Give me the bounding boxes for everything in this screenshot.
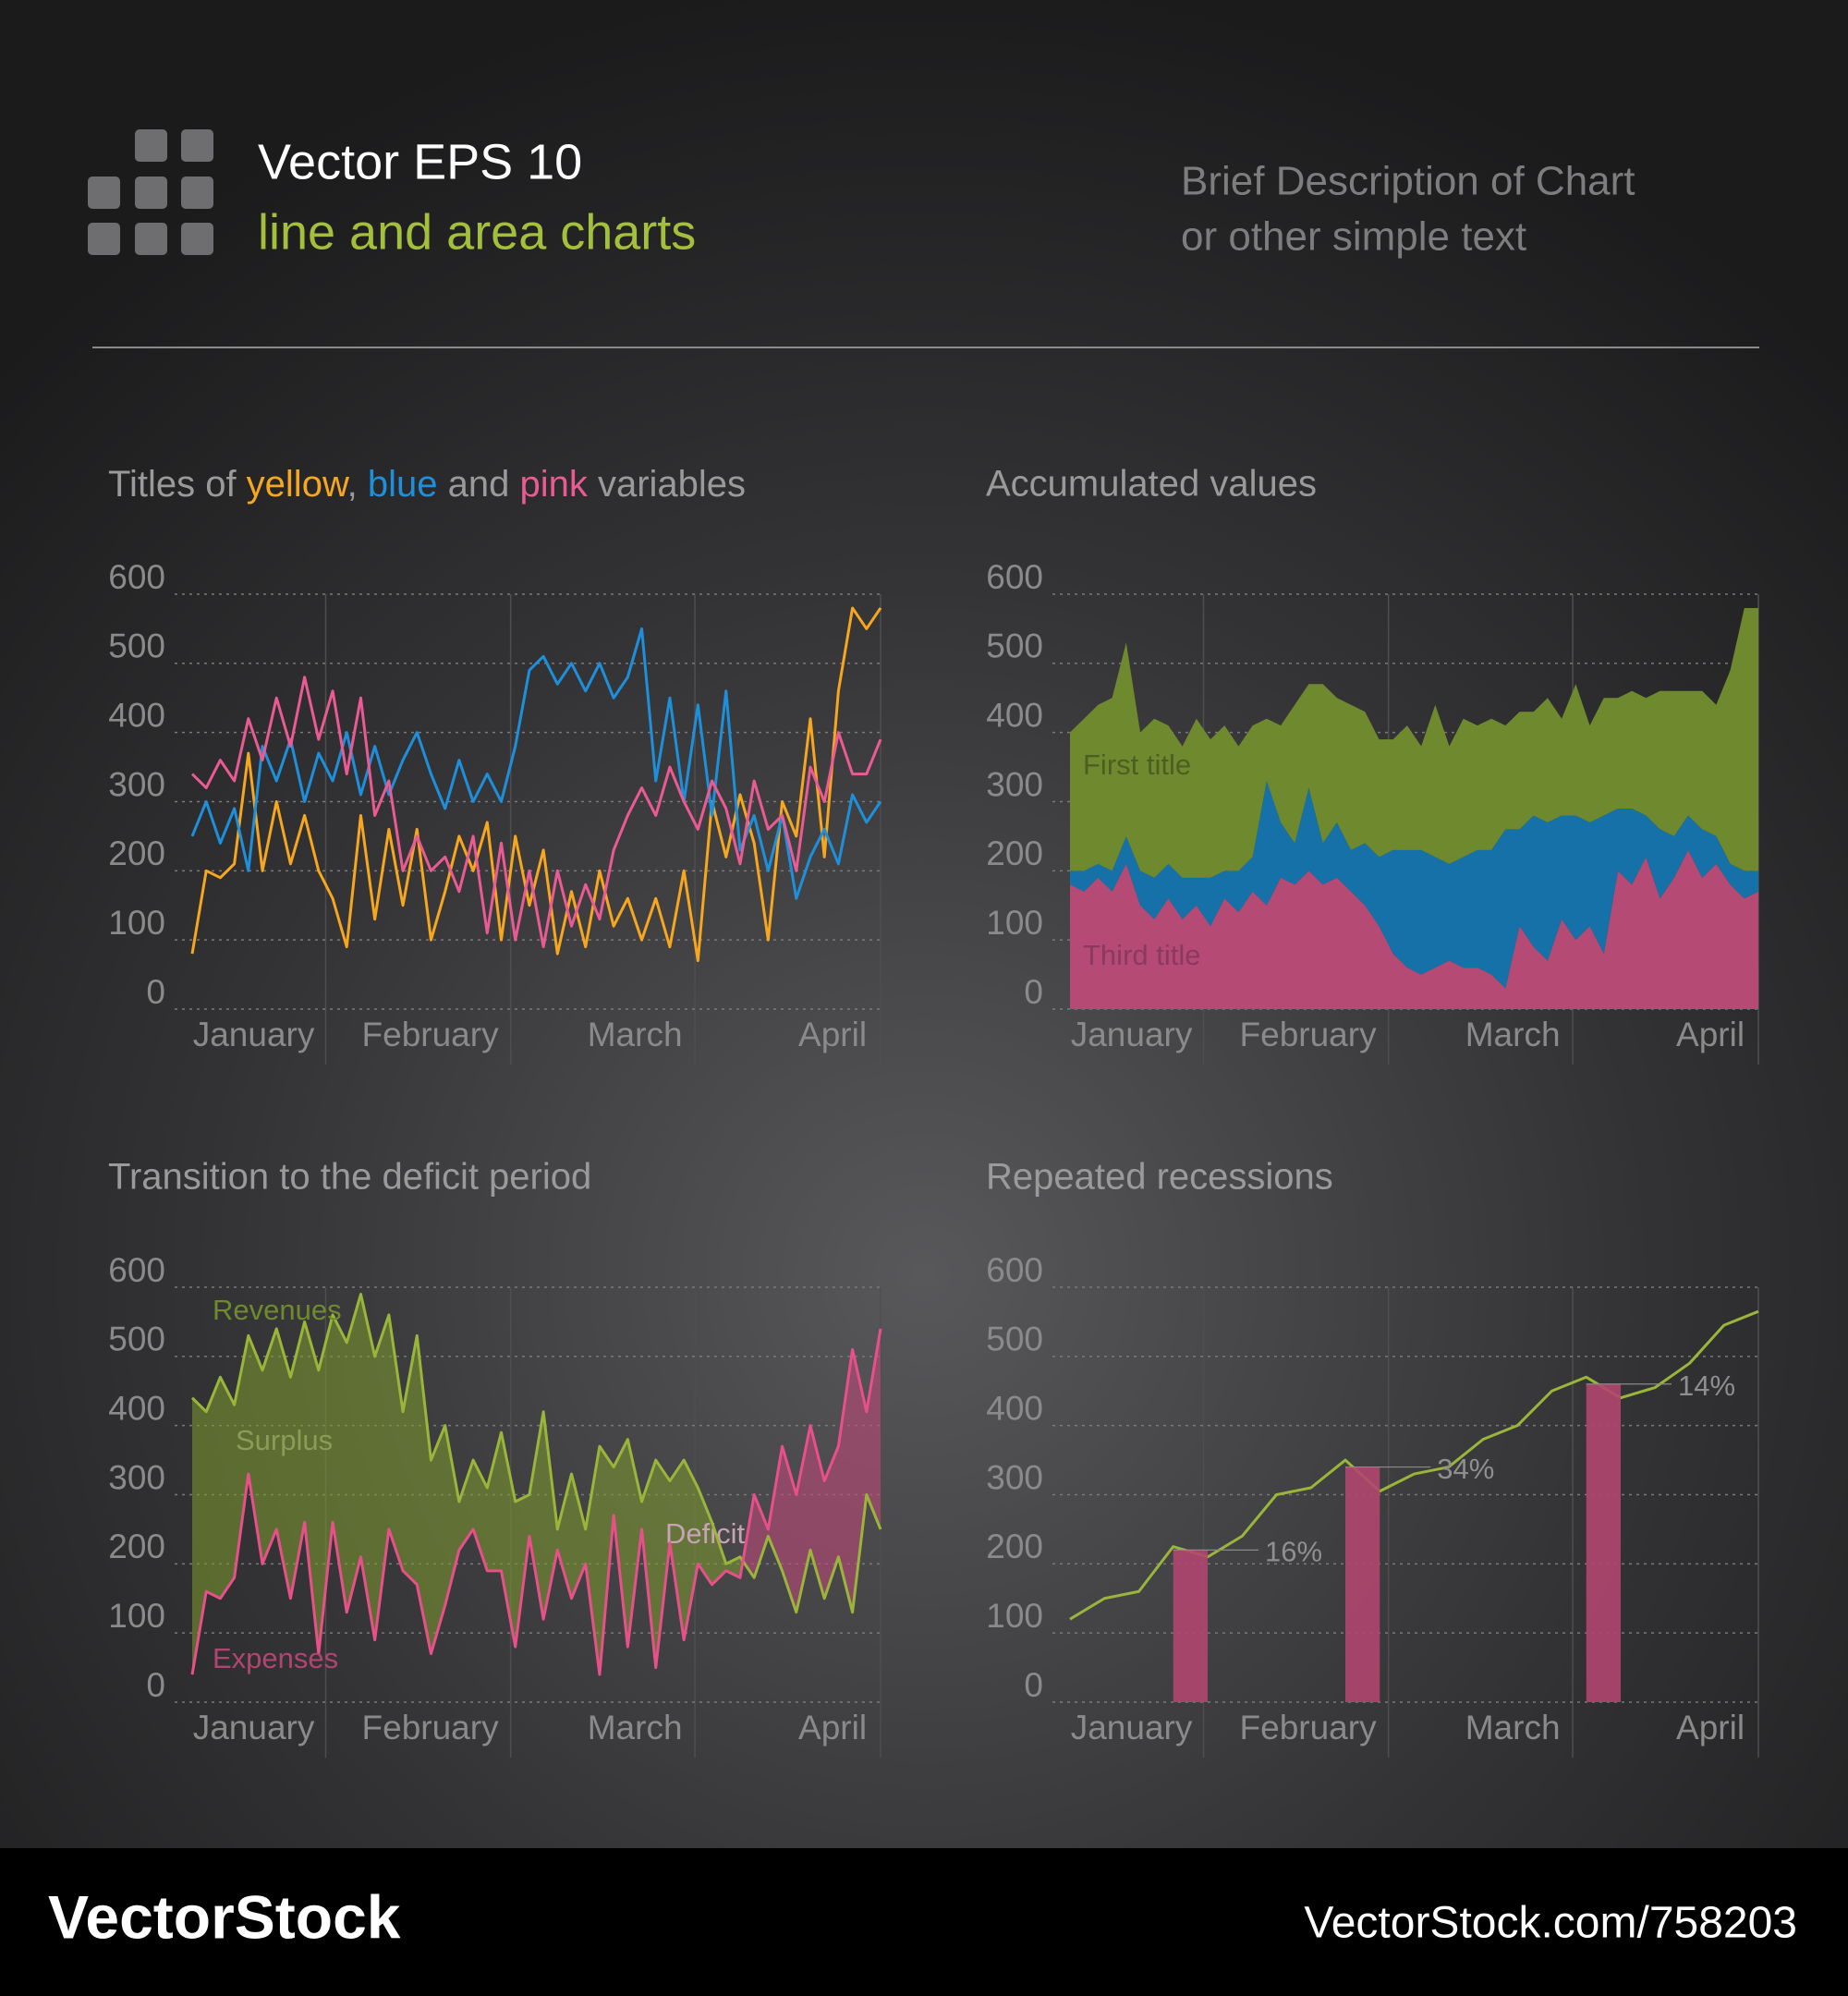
x-tick-label: April [1676,1016,1745,1053]
description: or other simple text [1181,214,1526,260]
logo-square [135,223,167,255]
y-tick-label: 200 [108,834,165,872]
chart: Accumulated values January February March Ap… [986,464,1759,1065]
y-tick-label: 400 [986,1389,1043,1427]
y-tick-label: 500 [986,627,1043,665]
line [190,1292,882,1614]
logo-square [88,176,120,209]
footer-brand: VectorStock [48,1882,401,1951]
x-tick-label: February [362,1016,500,1053]
x-tick-label: January [193,1016,315,1053]
y-tick-label: 100 [986,1597,1043,1635]
x-tick-label: February [362,1709,500,1746]
footer-url: VectorStock.com/758203 [1304,1899,1797,1948]
title-part: blue [368,464,438,505]
x-tick-label: April [1676,1709,1745,1746]
title-part: Titles of [108,464,247,505]
y-tick-label: 600 [108,558,165,596]
annotation: 16% [1265,1536,1322,1568]
title-part: yellow [247,464,349,505]
y-tick-label: 300 [108,1458,165,1496]
y-tick-label: 600 [986,1251,1043,1289]
page-subtitle: line and area charts [258,204,696,260]
chart-title: Accumulated values [986,464,1317,505]
bar [1345,1467,1380,1702]
x-tick-label: February [1240,1016,1378,1053]
logo-square [181,129,213,162]
description: Brief Description of Chart [1181,159,1635,204]
y-tick-label: 300 [108,765,165,803]
series-label: First title [1083,748,1191,781]
chart: Repeated recessions January February March A… [986,1157,1759,1758]
region-label: Surplus [236,1424,333,1456]
x-tick-label: March [1465,1016,1561,1053]
logo-square [135,129,167,162]
y-tick-label: 400 [108,696,165,734]
bar [1173,1550,1208,1702]
y-tick-label: 100 [986,904,1043,942]
area [1070,607,1758,878]
chart: Titles of yellow, blue and pink variable… [108,464,882,1065]
title-part: , [347,464,368,505]
line [190,606,882,963]
x-tick-label: March [588,1709,683,1746]
x-tick-label: March [588,1016,683,1053]
y-tick-label: 0 [146,1666,165,1704]
annotation: 34% [1437,1453,1494,1485]
line [190,627,882,900]
y-tick-label: 300 [986,765,1043,803]
title-part: variables [588,464,746,505]
y-tick-label: 0 [1024,1666,1043,1704]
y-tick-label: 600 [108,1251,165,1289]
y-tick-label: 600 [986,558,1043,596]
y-tick-label: 400 [108,1389,165,1427]
footer-band [0,1848,1848,1996]
series-label: Revenues [213,1294,342,1326]
logo-square [181,176,213,209]
x-tick-label: April [798,1016,867,1053]
x-tick-label: January [1071,1016,1193,1053]
x-tick-label: January [1071,1709,1193,1746]
x-tick-label: February [1240,1709,1378,1746]
y-tick-label: 100 [108,904,165,942]
chart: Transition to the deficit period January F… [108,1157,882,1758]
bar [1586,1383,1621,1702]
page-title: Vector EPS 10 [258,134,582,189]
logo [88,129,213,255]
region-label: Deficit [665,1517,746,1550]
logo-square [181,223,213,255]
y-tick-label: 100 [108,1597,165,1635]
y-tick-label: 0 [146,973,165,1011]
y-tick-label: 400 [986,696,1043,734]
y-tick-label: 500 [986,1321,1043,1358]
y-tick-label: 200 [986,1527,1043,1565]
area [1070,781,1758,989]
y-tick-label: 300 [986,1458,1043,1496]
line [190,675,882,949]
series-label: Third title [1083,939,1200,971]
chart-title: Titles of yellow, blue and pink variable… [108,464,746,505]
area [1070,849,1758,1009]
x-tick-label: March [1465,1709,1561,1746]
chart-title: Repeated recessions [986,1157,1333,1198]
y-tick-label: 500 [108,1321,165,1358]
y-tick-label: 500 [108,627,165,665]
series-label: Expenses [213,1642,338,1674]
annotation: 14% [1678,1369,1735,1402]
logo-square [88,223,120,255]
y-tick-label: 0 [1024,973,1043,1011]
title-part: pink [519,464,588,505]
chart-title: Transition to the deficit period [108,1157,591,1198]
y-tick-label: 200 [986,834,1043,872]
title-part: and [437,464,519,505]
y-tick-label: 200 [108,1527,165,1565]
line [190,1328,882,1676]
x-tick-label: January [193,1709,315,1746]
x-tick-label: April [798,1709,867,1746]
logo-square [135,176,167,209]
